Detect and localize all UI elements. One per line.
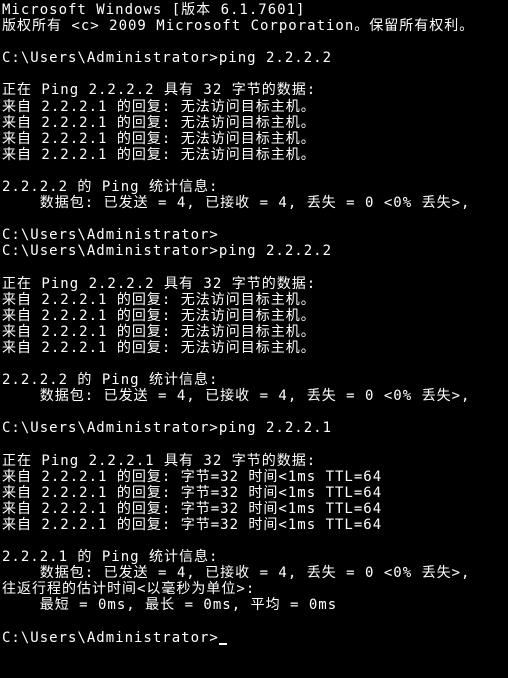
prompt-line: C:\Users\Administrator>: [2, 227, 506, 243]
rtt-header: 往返行程的估计时间<以毫秒为单位>:: [2, 581, 506, 597]
stats-packets: 数据包: 已发送 = 4, 已接收 = 4, 丢失 = 0 <0% 丢失>,: [2, 388, 506, 404]
blank-line: [2, 437, 506, 453]
reply-line: 来自 2.2.2.1 的回复: 无法访问目标主机。: [2, 308, 506, 324]
prompt-line[interactable]: C:\Users\Administrator>: [2, 630, 506, 646]
blank-line: [2, 34, 506, 50]
cursor: [219, 643, 227, 645]
reply-line: 来自 2.2.2.1 的回复: 无法访问目标主机。: [2, 131, 506, 147]
blank-line: [2, 356, 506, 372]
stats-packets: 数据包: 已发送 = 4, 已接收 = 4, 丢失 = 0 <0% 丢失>,: [2, 195, 506, 211]
prompt-line: C:\Users\Administrator>ping 2.2.2.2: [2, 50, 506, 66]
blank-line: [2, 614, 506, 630]
stats-header: 2.2.2.2 的 Ping 统计信息:: [2, 372, 506, 388]
reply-line: 来自 2.2.2.1 的回复: 无法访问目标主机。: [2, 340, 506, 356]
reply-line: 来自 2.2.2.1 的回复: 无法访问目标主机。: [2, 115, 506, 131]
pinging-line: 正在 Ping 2.2.2.1 具有 32 字节的数据:: [2, 453, 506, 469]
version-line: Microsoft Windows [版本 6.1.7601]: [2, 2, 506, 18]
prompt-text: C:\Users\Administrator>: [2, 630, 219, 646]
reply-line: 来自 2.2.2.1 的回复: 无法访问目标主机。: [2, 99, 506, 115]
blank-line: [2, 260, 506, 276]
rtt-line: 最短 = 0ms, 最长 = 0ms, 平均 = 0ms: [2, 597, 506, 613]
reply-line: 来自 2.2.2.1 的回复: 字节=32 时间<1ms TTL=64: [2, 517, 506, 533]
terminal-window[interactable]: Microsoft Windows [版本 6.1.7601]版权所有 <c> …: [2, 2, 506, 646]
pinging-line: 正在 Ping 2.2.2.2 具有 32 字节的数据:: [2, 276, 506, 292]
stats-packets: 数据包: 已发送 = 4, 已接收 = 4, 丢失 = 0 <0% 丢失>,: [2, 565, 506, 581]
prompt-line: C:\Users\Administrator>ping 2.2.2.1: [2, 420, 506, 436]
pinging-line: 正在 Ping 2.2.2.2 具有 32 字节的数据:: [2, 82, 506, 98]
blank-line: [2, 66, 506, 82]
blank-line: [2, 533, 506, 549]
reply-line: 来自 2.2.2.1 的回复: 字节=32 时间<1ms TTL=64: [2, 485, 506, 501]
blank-line: [2, 211, 506, 227]
prompt-line: C:\Users\Administrator>ping 2.2.2.2: [2, 243, 506, 259]
reply-line: 来自 2.2.2.1 的回复: 无法访问目标主机。: [2, 324, 506, 340]
reply-line: 来自 2.2.2.1 的回复: 字节=32 时间<1ms TTL=64: [2, 501, 506, 517]
reply-line: 来自 2.2.2.1 的回复: 字节=32 时间<1ms TTL=64: [2, 469, 506, 485]
blank-line: [2, 163, 506, 179]
stats-header: 2.2.2.2 的 Ping 统计信息:: [2, 179, 506, 195]
blank-line: [2, 404, 506, 420]
stats-header: 2.2.2.1 的 Ping 统计信息:: [2, 549, 506, 565]
reply-line: 来自 2.2.2.1 的回复: 无法访问目标主机。: [2, 147, 506, 163]
reply-line: 来自 2.2.2.1 的回复: 无法访问目标主机。: [2, 292, 506, 308]
copyright-line: 版权所有 <c> 2009 Microsoft Corporation。保留所有…: [2, 18, 506, 34]
